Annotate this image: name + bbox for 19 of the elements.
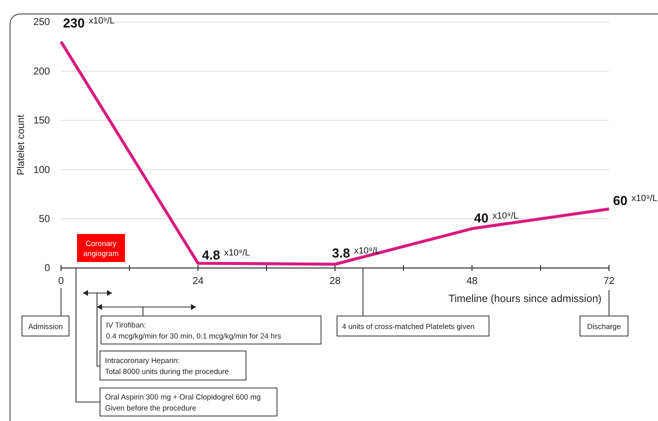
data-label: 40 $^{x10⁹/L}$ [474,210,518,226]
y-axis-title: Platelet count [16,114,27,176]
x-tick-label: 48 [466,276,478,287]
line-series [60,40,610,266]
data-label: 230 $^{x10⁹/L}$ [63,16,115,31]
y-tick-label: 150 [33,116,50,127]
x-tick-label: 24 [192,276,204,287]
x-tick-label: 0 [58,276,64,287]
data-label: 4.8 $^{x10⁹/L}$ [202,247,250,262]
y-tick-label: 50 [38,214,50,225]
data-label: 60 $^{x10⁹/L}$ [613,192,658,208]
y-tick-label: 250 [33,17,50,28]
y-tick-label: 0 [44,263,50,274]
x-tick-label: 72 [603,276,615,287]
x-tick-label: 28 [329,276,341,287]
data-label: 3.8 $^{x10⁹/L}$ [332,245,380,260]
x-axis-title: Timeline (hours since admission) [448,293,602,305]
y-tick-label: 200 [33,66,50,78]
y-tick-label: 100 [33,164,50,176]
